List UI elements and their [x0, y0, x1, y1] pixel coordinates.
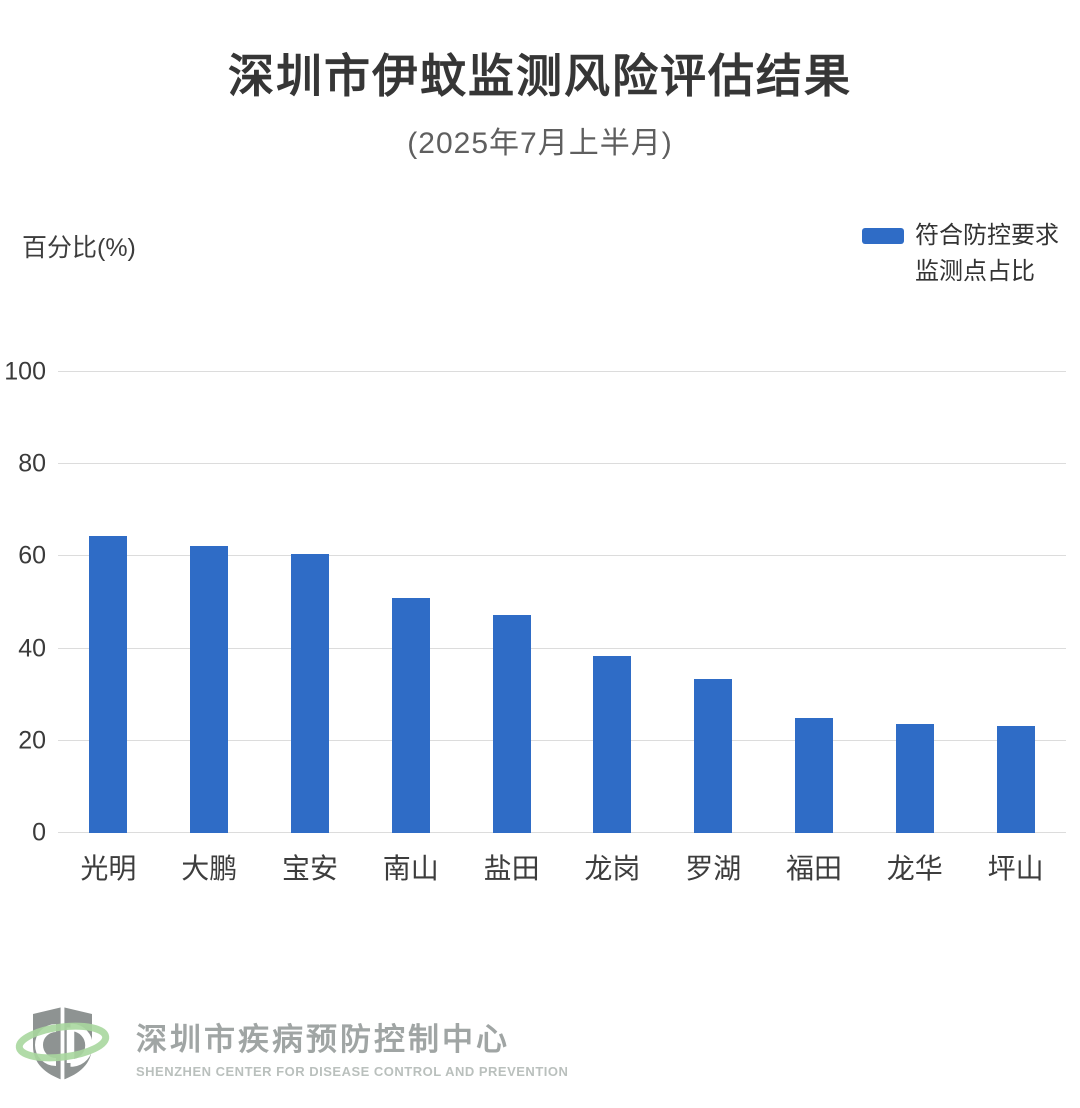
bar-band: 龙华 — [864, 372, 965, 884]
legend-label-line2: 监测点占比 — [915, 258, 1035, 285]
y-axis-title: 百分比(%) — [22, 234, 136, 262]
bar-龙岗 — [593, 655, 632, 833]
bar-罗湖 — [694, 679, 733, 833]
bar-band: 罗湖 — [663, 372, 764, 884]
bar-大鹏 — [190, 546, 229, 833]
y-tick-label: 100 — [4, 357, 46, 386]
gridline — [58, 555, 1066, 557]
bar-宝安 — [290, 554, 329, 833]
x-tick-label: 南山 — [382, 853, 439, 884]
gridline — [58, 463, 1066, 465]
x-tick-label: 龙岗 — [584, 853, 641, 884]
legend-label-line1: 符合防控要求 — [915, 222, 1059, 249]
gridline — [58, 647, 1066, 649]
plot-area: 0 20 40 60 80 100 光明 大鹏 宝安 南山 盐田 龙岗 罗湖 福田 龙华 坪山 — [4, 358, 1066, 884]
logo-ring — [15, 1022, 110, 1062]
x-tick-label: 罗湖 — [685, 853, 742, 884]
bar-光明 — [89, 535, 128, 833]
x-tick-label: 光明 — [80, 853, 137, 884]
bar-band: 南山 — [360, 372, 461, 884]
page-title: 深圳市伊蚊监测风险评估结果 — [228, 50, 852, 102]
x-tick-label: 福田 — [785, 853, 842, 884]
y-tick-label: 0 — [32, 818, 46, 847]
x-tick-label: 龙华 — [886, 853, 943, 884]
bar-band: 大鹏 — [159, 372, 260, 884]
footer-org-name-en: SHENZHEN CENTER FOR DISEASE CONTROL AND … — [136, 1064, 569, 1079]
bar-band: 宝安 — [260, 372, 361, 884]
footer-texts: 深圳市疾病预防控制中心 SHENZHEN CENTER FOR DISEASE … — [136, 1014, 568, 1079]
bar-band: 龙岗 — [562, 372, 663, 884]
bar-南山 — [391, 597, 430, 833]
y-tick-label: 40 — [18, 634, 46, 663]
x-tick-label: 坪山 — [987, 853, 1044, 884]
bar-band: 盐田 — [461, 372, 562, 884]
y-tick-label: 60 — [18, 541, 46, 570]
bar-band: 福田 — [764, 372, 865, 884]
bar-盐田 — [492, 615, 531, 833]
x-tick-label: 盐田 — [483, 853, 540, 884]
shield-icon — [33, 1007, 93, 1080]
legend-label: 符合防控要求 监测点占比 — [915, 218, 1059, 290]
legend-swatch — [862, 228, 904, 244]
y-tick-label: 20 — [18, 726, 46, 755]
bar-福田 — [794, 718, 833, 833]
bar-龙华 — [895, 723, 934, 833]
x-tick-label: 大鹏 — [181, 853, 238, 884]
bar-band: 坪山 — [965, 372, 1066, 884]
legend: 符合防控要求 监测点占比 — [862, 218, 1059, 290]
page-subtitle: (2025年7月上半月) — [407, 127, 673, 160]
cdc-logo — [15, 1007, 110, 1080]
bar-band: 光明 — [58, 372, 159, 884]
gridline — [58, 832, 1066, 833]
y-tick-label: 80 — [18, 449, 46, 478]
bar-坪山 — [996, 725, 1035, 833]
x-tick-label: 宝安 — [281, 853, 338, 884]
footer: 深圳市疾病预防控制中心 SHENZHEN CENTER FOR DISEASE … — [15, 998, 568, 1092]
gridline — [58, 739, 1066, 741]
footer-org-name: 深圳市疾病预防控制中心 — [136, 1022, 510, 1057]
gridline — [58, 371, 1066, 372]
